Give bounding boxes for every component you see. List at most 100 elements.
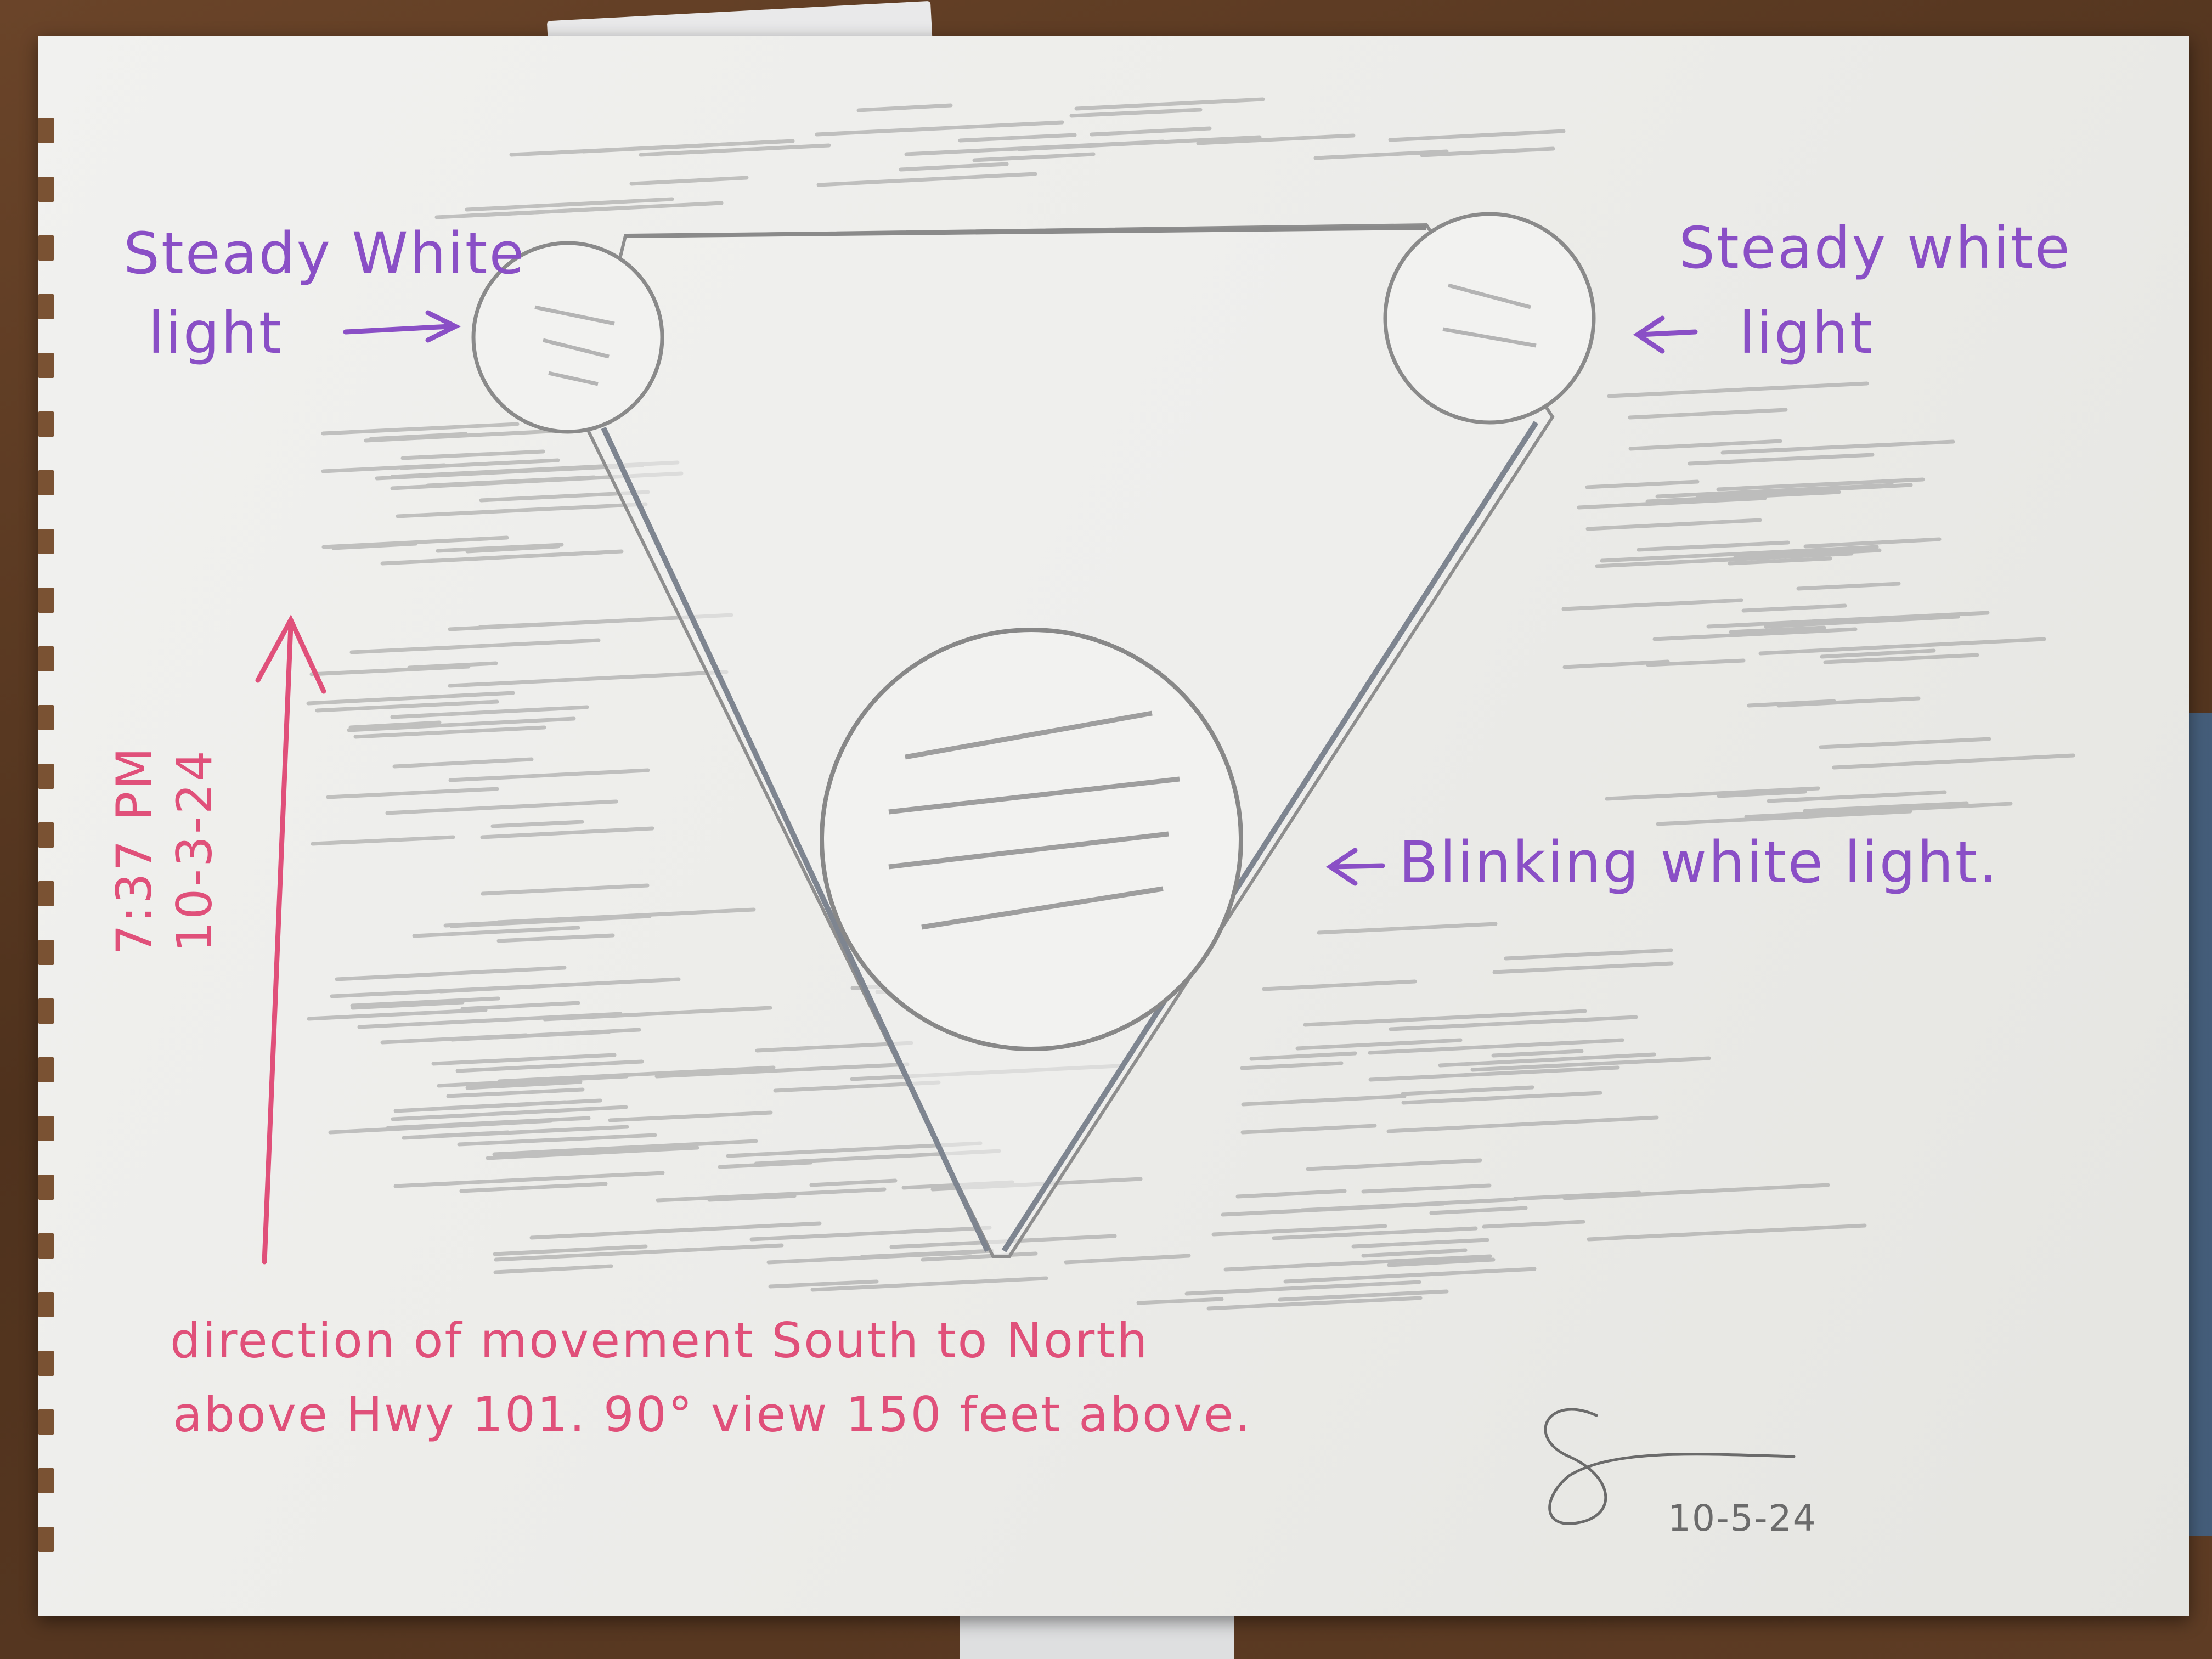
hatch-stroke xyxy=(1211,1224,1387,1237)
hatch-stroke xyxy=(1482,1220,1585,1229)
hatch-stroke xyxy=(455,1059,644,1073)
hatch-stroke xyxy=(486,1146,699,1160)
hatch-stroke xyxy=(1747,699,1836,708)
hatch-stroke xyxy=(1295,1038,1463,1051)
hatch-stroke xyxy=(1605,786,1820,801)
arrow-up-icon xyxy=(255,614,326,1265)
label-blinking-white-light: Blinking white light. xyxy=(1399,829,1999,896)
hatch-stroke xyxy=(1240,1124,1377,1135)
light-top-left xyxy=(471,241,664,434)
hatch-stroke xyxy=(1388,129,1566,142)
hatch-stroke xyxy=(856,103,953,112)
hatch-stroke xyxy=(348,720,442,730)
hatch-stroke xyxy=(1272,1226,1478,1240)
hatch-stroke xyxy=(390,705,589,719)
hatch-stroke xyxy=(1577,496,1767,510)
hatch-stroke xyxy=(1803,801,1969,813)
hatch-stroke xyxy=(1628,439,1782,451)
hatch-stroke xyxy=(1656,809,1912,826)
hatch-stroke xyxy=(654,1062,910,1079)
hatch-stroke xyxy=(306,691,515,706)
hatch-stroke xyxy=(494,1243,784,1262)
hatch-stroke xyxy=(1387,1257,1496,1267)
hatch-stroke xyxy=(656,1187,887,1203)
hatch-stroke xyxy=(1720,439,1955,455)
spiral-hole xyxy=(38,1116,54,1141)
hatch-stroke xyxy=(1313,149,1449,160)
hatch-stroke xyxy=(718,1160,813,1169)
hatch-stroke xyxy=(1820,648,1936,659)
hatch-stroke xyxy=(1819,737,1991,749)
spiral-hole xyxy=(38,1527,54,1552)
spiral-hole xyxy=(38,588,54,613)
hatch-stroke xyxy=(1368,1065,1620,1082)
hatch-stroke xyxy=(707,1194,797,1202)
hatch-stroke xyxy=(749,1226,992,1242)
hatch-stroke xyxy=(496,933,615,943)
hatch-stroke xyxy=(417,1130,510,1139)
hatch-stroke xyxy=(1361,1248,1468,1258)
hatch-stroke xyxy=(393,1171,665,1188)
hatch-stroke xyxy=(1196,133,1356,145)
hatch-stroke xyxy=(816,172,1037,187)
hatch-stroke xyxy=(478,621,570,629)
hatch-stroke xyxy=(629,176,749,186)
hatch-stroke xyxy=(1637,540,1790,552)
timestamp-label: 7:37 PM 10-3-24 xyxy=(104,746,225,956)
hatch-stroke xyxy=(1074,97,1265,111)
hatch-stroke xyxy=(391,1105,628,1121)
hatch-stroke xyxy=(1064,1254,1191,1265)
hatch-stroke xyxy=(315,699,499,713)
light-bottom-center xyxy=(820,628,1243,1051)
hatch-stroke xyxy=(460,1001,580,1011)
hatch-stroke xyxy=(349,638,601,654)
hatch-stroke xyxy=(921,1251,1038,1262)
time-text: 7:37 PM xyxy=(106,745,162,956)
hatch-stroke xyxy=(1729,625,1826,634)
spiral-hole xyxy=(38,940,54,965)
hatch-stroke xyxy=(326,787,499,799)
arrow-left-icon xyxy=(1633,315,1698,354)
hatch-stroke xyxy=(412,926,580,938)
hatch-stroke xyxy=(972,152,1096,162)
hatch-stroke xyxy=(459,1182,608,1193)
hatch-stroke xyxy=(1492,961,1674,974)
hatch-stroke xyxy=(543,1006,772,1022)
hatch-stroke xyxy=(1306,1158,1482,1171)
hatch-stroke xyxy=(1090,126,1212,137)
hatch-stroke xyxy=(1823,653,1979,664)
spiral-hole xyxy=(38,235,54,261)
spiral-hole xyxy=(38,1292,54,1317)
hatch-stroke xyxy=(1716,477,1925,492)
hatch-stroke xyxy=(497,1065,776,1084)
spiral-hole xyxy=(38,822,54,848)
label-steady-white-left-line2: light xyxy=(148,300,283,366)
hatch-stroke xyxy=(457,1133,657,1147)
hatch-stroke xyxy=(1585,479,1700,489)
hatch-stroke xyxy=(448,768,650,782)
signature xyxy=(1544,1408,1796,1525)
hatch-stroke xyxy=(426,475,596,488)
spiral-hole xyxy=(38,1351,54,1376)
hatch-stroke xyxy=(1646,658,1746,667)
hatch-stroke xyxy=(1741,603,1847,613)
hatch-stroke xyxy=(1706,611,1990,629)
hatch-stroke xyxy=(768,1279,879,1289)
hatch-stroke xyxy=(1628,408,1788,420)
hatch-stroke xyxy=(1585,518,1762,531)
hatch-stroke xyxy=(1688,453,1875,466)
spiral-hole xyxy=(38,1175,54,1200)
arrow-right-icon xyxy=(343,310,461,343)
arrow-left-icon xyxy=(1325,848,1385,886)
hatch-stroke xyxy=(810,1276,1048,1292)
hatch-stroke xyxy=(1832,753,2075,770)
hatch-stroke xyxy=(1728,556,1832,566)
hatch-stroke xyxy=(392,757,534,769)
hatch-stroke xyxy=(335,966,567,981)
hatch-stroke xyxy=(311,835,455,846)
hatch-stroke xyxy=(809,1178,898,1187)
hatch-stroke xyxy=(493,1030,611,1040)
spiral-hole xyxy=(38,998,54,1024)
spiral-hole xyxy=(38,646,54,672)
date-text: 10-3-24 xyxy=(166,748,223,952)
